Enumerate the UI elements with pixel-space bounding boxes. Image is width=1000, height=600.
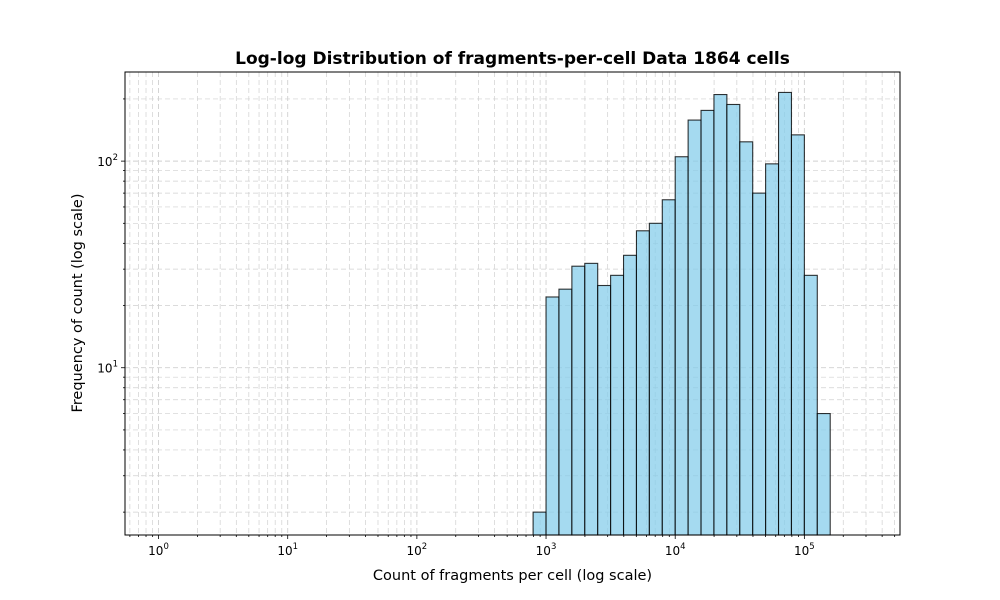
histogram-bar [648,222,663,536]
histogram-bar [635,230,650,536]
histogram-bar [816,413,831,536]
histogram-bar [610,274,625,536]
chart-title: Log-log Distribution of fragments-per-ce… [235,49,790,69]
histogram-bar [558,288,573,536]
histogram-bar [532,511,547,536]
histogram-bars [532,91,831,536]
histogram-bar [622,254,638,536]
x-tick-label: 102 [407,542,428,558]
histogram-bar [765,163,780,536]
histogram-bar [739,141,754,536]
histogram-bar [674,156,689,536]
histogram-bar [661,199,676,536]
y-tick-label: 102 [97,153,118,169]
x-axis-label: Count of fragments per cell (log scale) [373,568,652,584]
y-axis-label: Frequency of count (log scale) [70,193,86,412]
x-tick-label: 100 [148,542,169,558]
histogram-bar [584,262,599,536]
histogram-bar [803,274,818,536]
x-tick-label: 104 [665,542,686,558]
histogram-bar [777,91,793,536]
histogram-bar [571,265,586,536]
plot-frame [124,71,901,536]
histogram-bar [687,119,702,536]
histogram-bar [597,284,612,536]
axis-ticks: 100 101 102 103 104 105 101 102 [97,98,896,558]
x-tick-label: 101 [277,542,298,558]
histogram-bar [726,103,741,536]
x-tick-label: 103 [536,542,557,558]
y-tick-label: 101 [97,360,118,376]
histogram-bar [713,93,728,536]
histogram-bar [752,192,767,536]
histogram-bar [790,134,805,536]
histogram-bar [700,109,715,536]
histogram-bar [545,296,560,536]
x-tick-label: 105 [794,542,815,558]
